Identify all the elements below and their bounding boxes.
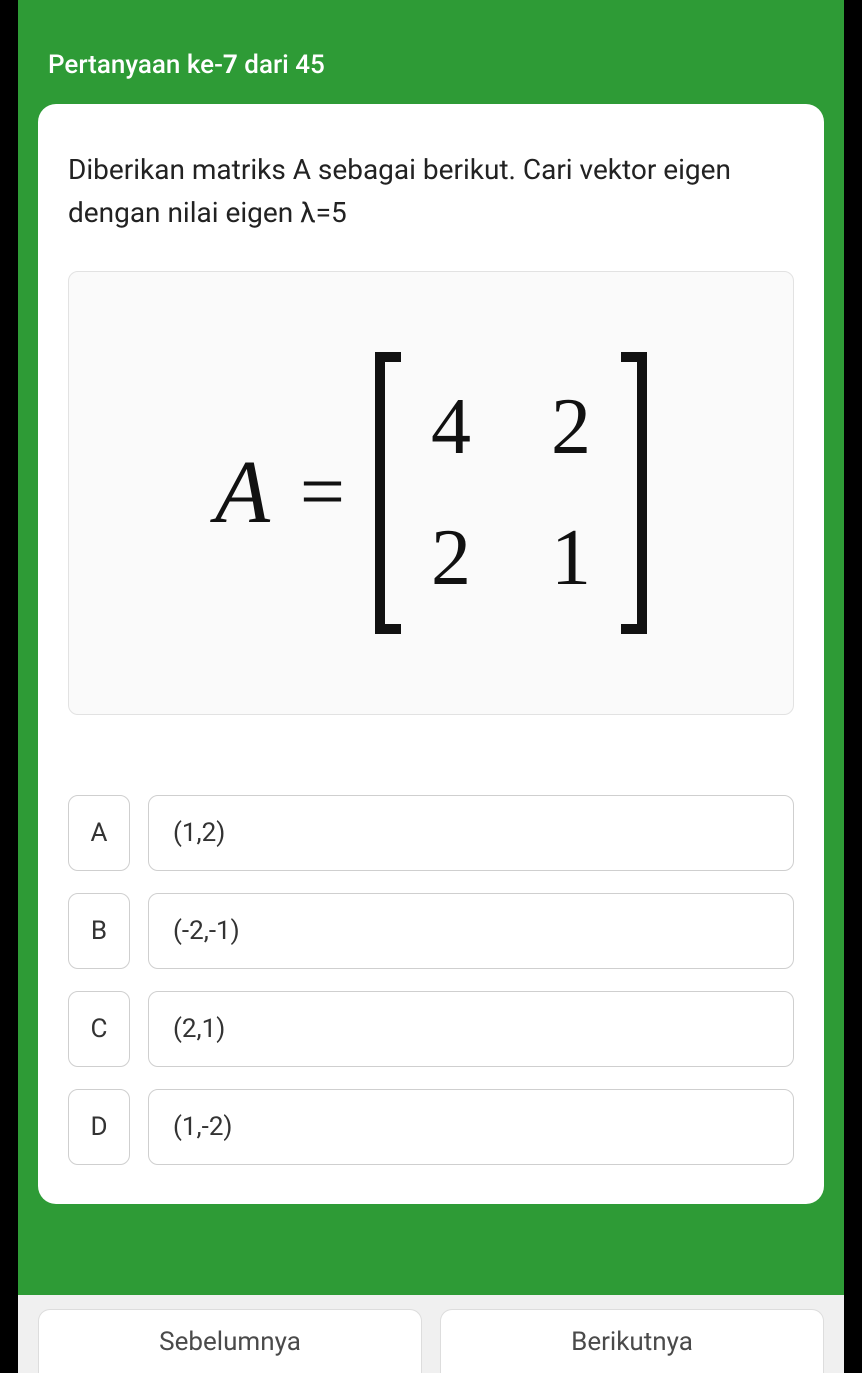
matrix-cell-00: 4	[431, 382, 471, 473]
counter-current: 7	[223, 50, 238, 80]
matrix-label: A	[215, 441, 270, 544]
options-list: A (1,2) B (-2,-1) C (2,1) D (1,-2)	[68, 795, 794, 1165]
matrix-cell-10: 2	[431, 513, 471, 604]
option-letter: B	[68, 893, 130, 969]
question-header: Pertanyaan ke-7 dari 45	[18, 0, 844, 104]
counter-separator: dari	[238, 50, 295, 80]
counter-total: 45	[295, 50, 325, 80]
option-value: (2,1)	[148, 991, 794, 1067]
matrix-display: A = 4 2 2 1	[68, 271, 794, 715]
app-screen: Pertanyaan ke-7 dari 45 Diberikan matrik…	[18, 0, 844, 1373]
matrix-body: 4 2 2 1	[375, 352, 647, 634]
option-letter: D	[68, 1089, 130, 1165]
equals-sign: =	[300, 447, 345, 538]
next-button-label: Berikutnya	[571, 1327, 693, 1357]
matrix-cell-11: 1	[551, 513, 591, 604]
question-counter: Pertanyaan ke-7 dari 45	[48, 50, 814, 80]
right-bracket-icon	[631, 352, 647, 634]
matrix-equation: A = 4 2 2 1	[215, 352, 647, 634]
option-letter: C	[68, 991, 130, 1067]
option-c[interactable]: C (2,1)	[68, 991, 794, 1067]
option-value: (-2,-1)	[148, 893, 794, 969]
option-value: (1,-2)	[148, 1089, 794, 1165]
counter-prefix: Pertanyaan ke-	[48, 50, 223, 80]
option-value: (1,2)	[148, 795, 794, 871]
matrix-grid: 4 2 2 1	[391, 352, 631, 634]
footer-nav: Sebelumnya Berikutnya	[18, 1295, 844, 1373]
option-d[interactable]: D (1,-2)	[68, 1089, 794, 1165]
next-button[interactable]: Berikutnya	[440, 1309, 824, 1373]
option-a[interactable]: A (1,2)	[68, 795, 794, 871]
option-letter: A	[68, 795, 130, 871]
phone-frame: Pertanyaan ke-7 dari 45 Diberikan matrik…	[0, 0, 862, 1373]
prev-button-label: Sebelumnya	[159, 1327, 301, 1357]
left-bracket-icon	[375, 352, 391, 634]
question-text: Diberikan matriks A sebagai berikut. Car…	[68, 148, 794, 235]
matrix-cell-01: 2	[551, 382, 591, 473]
prev-button[interactable]: Sebelumnya	[38, 1309, 422, 1373]
question-card: Diberikan matriks A sebagai berikut. Car…	[38, 104, 824, 1204]
option-b[interactable]: B (-2,-1)	[68, 893, 794, 969]
